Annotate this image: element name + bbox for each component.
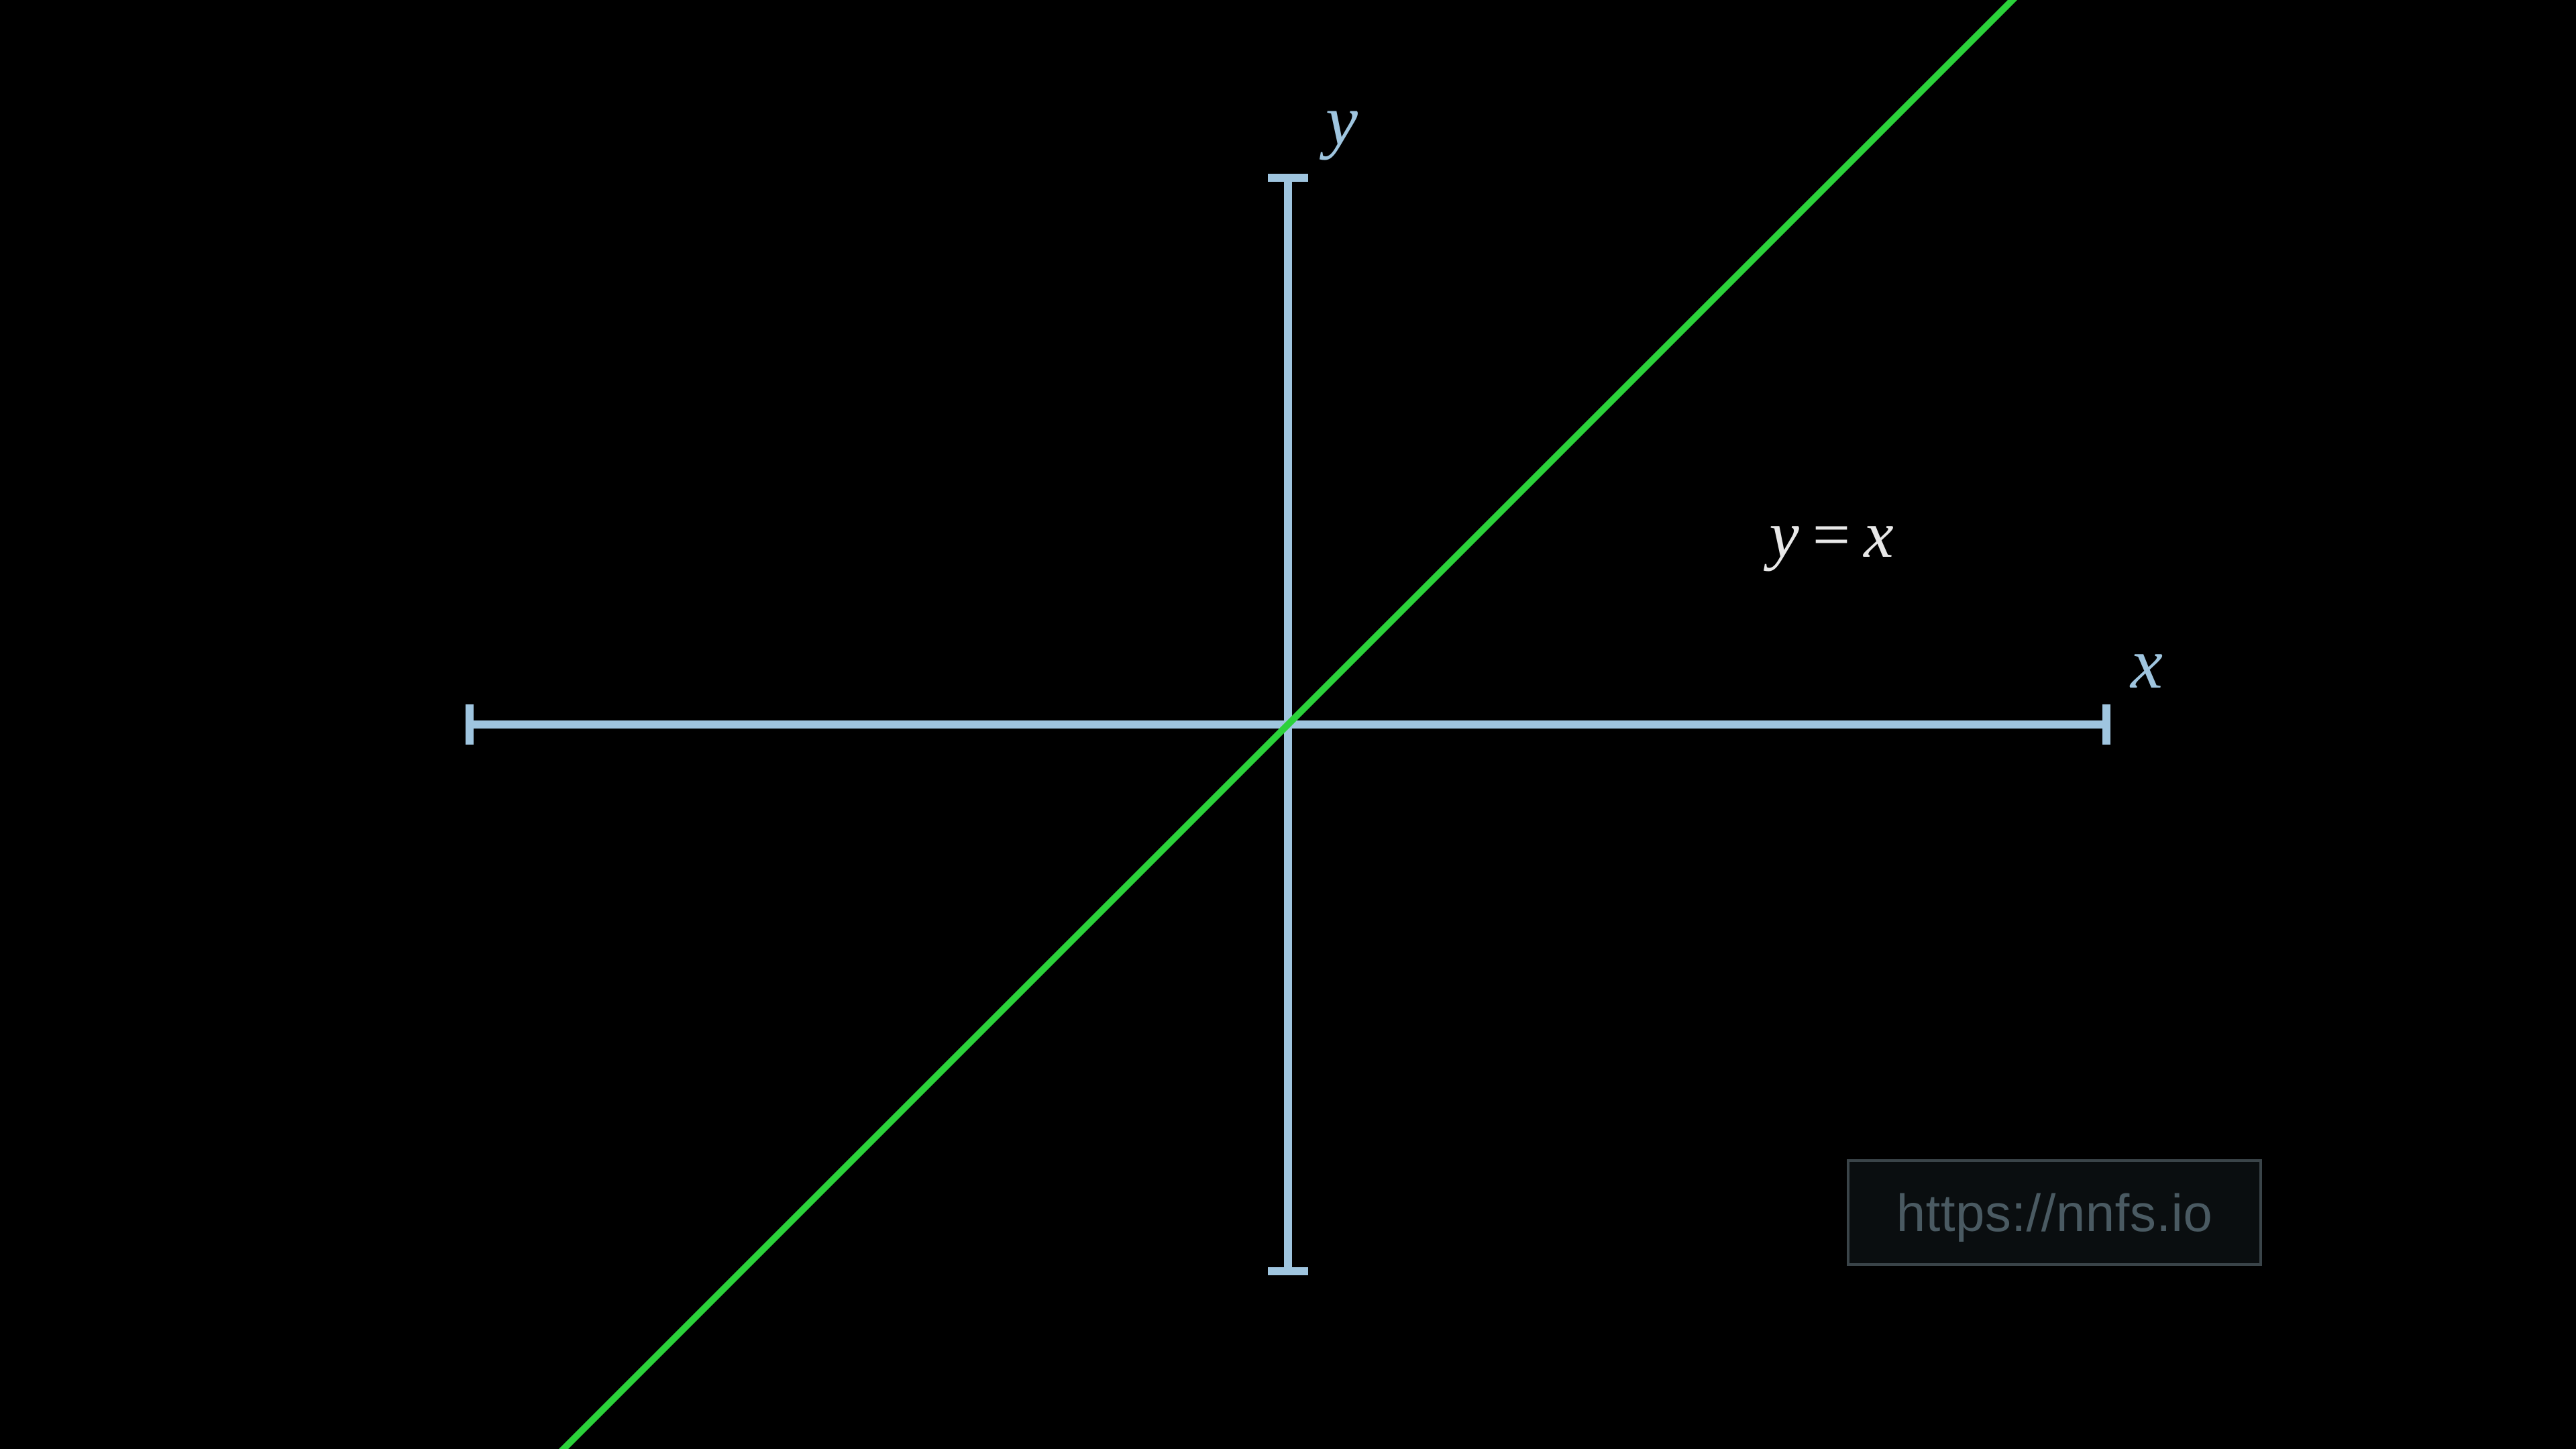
chart-svg: yxy = xhttps://nnfs.io (0, 0, 2576, 1449)
equation-label: y = x (1763, 497, 1893, 572)
x-axis-label: x (2129, 624, 2163, 704)
watermark-text: https://nnfs.io (1896, 1183, 2212, 1242)
chart-stage: yxy = xhttps://nnfs.io (0, 0, 2576, 1449)
